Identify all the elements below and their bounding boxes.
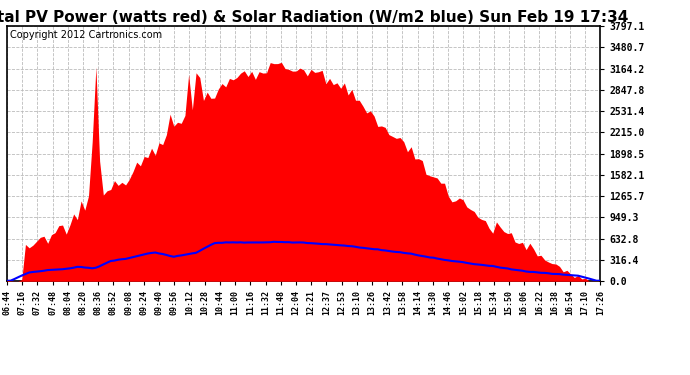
Title: Total PV Power (watts red) & Solar Radiation (W/m2 blue) Sun Feb 19 17:34: Total PV Power (watts red) & Solar Radia… (0, 10, 629, 25)
Text: Copyright 2012 Cartronics.com: Copyright 2012 Cartronics.com (10, 30, 162, 40)
